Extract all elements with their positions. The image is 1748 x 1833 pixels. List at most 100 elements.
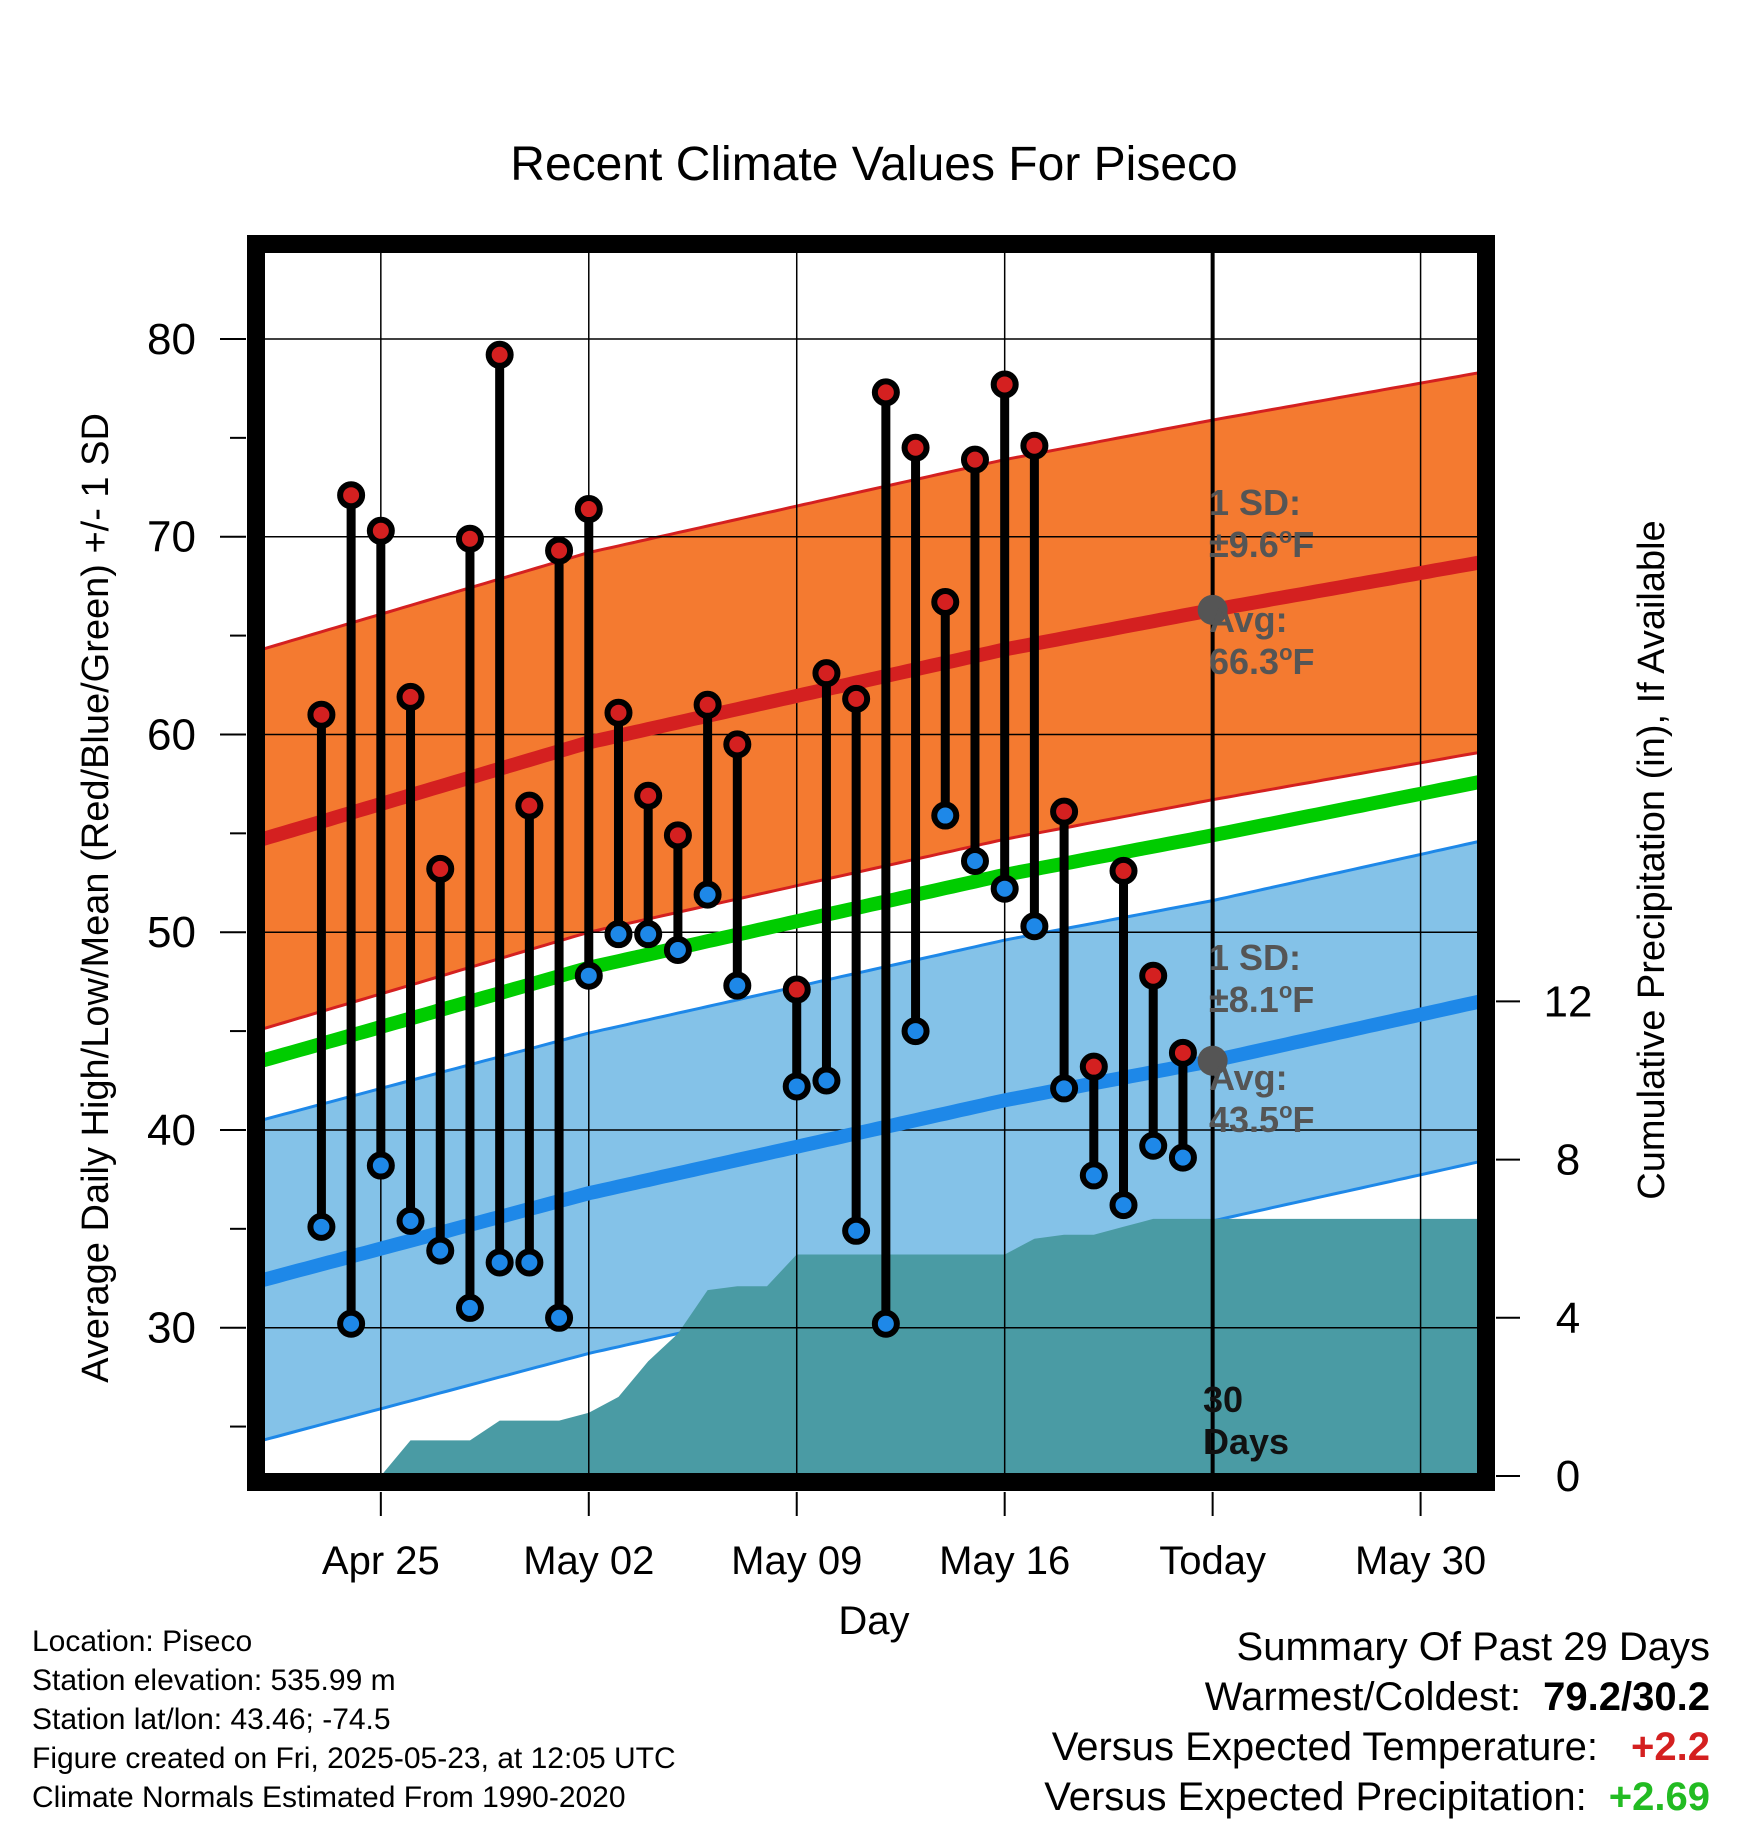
high-point [1079, 1052, 1108, 1081]
low-sd-label: 1 SD: ±8.1oF [1209, 937, 1314, 1020]
low-point [1139, 1131, 1168, 1160]
low-point [515, 1248, 544, 1277]
low-point [723, 971, 752, 1000]
low-point [812, 1066, 841, 1095]
days-label-line2: Days [1203, 1421, 1289, 1462]
high-avg-label-line2: 66.3 [1209, 641, 1279, 682]
y-tick-label: 60 [147, 710, 196, 759]
high-point [545, 536, 574, 565]
high-point [931, 587, 960, 616]
observations [307, 340, 1197, 1338]
high-sd-label-line1: 1 SD: [1209, 482, 1301, 523]
summary-warm-cold: Warmest/Coldest: 79.2/30.2 [1044, 1672, 1710, 1722]
low-point [574, 961, 603, 990]
low-point [960, 847, 989, 876]
low-point [782, 1072, 811, 1101]
low-point [693, 880, 722, 909]
y-tick-label: 30 [147, 1304, 196, 1353]
y-tick-label: 80 [147, 315, 196, 364]
y-tick-label: 50 [147, 908, 196, 957]
precip-area [262, 1218, 1480, 1476]
high-point [634, 781, 663, 810]
low-point [1079, 1161, 1108, 1190]
high-point [485, 340, 514, 369]
low-point [901, 1017, 930, 1046]
x-tick-label: Apr 25 [322, 1539, 440, 1583]
y2-tick-label: 12 [1544, 977, 1593, 1026]
precip-layer [262, 1218, 1480, 1476]
low-point [871, 1309, 900, 1338]
low-avg-label-line1: Avg: [1209, 1057, 1288, 1098]
today-high-avg-marker [1197, 594, 1228, 625]
high-point [693, 690, 722, 719]
low-normal-line [262, 994, 1480, 1287]
low-sd-label-unit: F [1292, 979, 1314, 1020]
low-point [426, 1236, 455, 1265]
high-point [960, 445, 989, 474]
y-tick-label: 40 [147, 1106, 196, 1155]
low-point [455, 1293, 484, 1322]
low-sd-label-degree: o [1279, 978, 1292, 1003]
low-point [307, 1212, 336, 1241]
high-point [782, 975, 811, 1004]
high-point [871, 378, 900, 407]
high-sd-label-unit: F [1292, 524, 1314, 565]
x-tick-label: Today [1159, 1539, 1266, 1583]
normals-text: Climate Normals Estimated From 1990-2020 [32, 1781, 626, 1814]
high-point [990, 370, 1019, 399]
high-sd-label-line2: ±9.6 [1209, 524, 1279, 565]
precip-label: Versus Expected Precipitation: [1044, 1775, 1587, 1819]
created-text: Figure created on Fri, 2025-05-23, at 12… [32, 1742, 676, 1775]
high-point [396, 682, 425, 711]
high-point [1050, 797, 1079, 826]
y2-tick-label: 0 [1556, 1452, 1580, 1501]
y2-tick-label: 8 [1556, 1136, 1580, 1185]
x-tick-label: May 02 [523, 1539, 654, 1583]
low-sd-label-line1: 1 SD: [1209, 937, 1301, 978]
high-point [812, 659, 841, 688]
x-tick-label: May 09 [731, 1539, 862, 1583]
x-axis-title: Day [838, 1599, 909, 1643]
high-point [901, 433, 930, 462]
latlon-text: Station lat/lon: 43.46; -74.5 [32, 1703, 391, 1736]
summary-heading: Summary Of Past 29 Days [1236, 1625, 1710, 1669]
days-label-line1: 30 [1203, 1379, 1243, 1420]
plot-frame [247, 235, 1495, 1491]
high-point [723, 730, 752, 759]
high-sd-label-degree: o [1279, 523, 1292, 548]
warm-cold-label: Warmest/Coldest: [1204, 1675, 1522, 1719]
low-point [1168, 1143, 1197, 1172]
high-point [842, 684, 871, 713]
low-point [1050, 1074, 1079, 1103]
low-sd-band [262, 839, 1480, 1442]
high-avg-label-degree: o [1279, 640, 1292, 665]
plot-border [247, 235, 1495, 1491]
elevation-text: Station elevation: 535.99 m [32, 1664, 396, 1697]
low-point [663, 936, 692, 965]
y-axis-title: Average Daily High/Low/Mean (Red/Blue/Gr… [75, 413, 117, 1383]
high-point [515, 791, 544, 820]
y2-tick-label: 4 [1556, 1294, 1580, 1343]
high-point [366, 516, 395, 545]
high-avg-label-line1: Avg: [1209, 599, 1288, 640]
low-point [545, 1303, 574, 1332]
warm-cold-value: 79.2/30.2 [1543, 1675, 1710, 1719]
y2-axis-title: Cumulative Precipitation (in), If Availa… [1631, 520, 1673, 1199]
y-tick-label: 70 [147, 513, 196, 562]
high-sd-label: 1 SD: ±9.6oF [1209, 482, 1314, 565]
high-avg-label-unit: F [1293, 641, 1315, 682]
low-avg-label-degree: o [1279, 1098, 1292, 1123]
summary-panel: Summary Of Past 29 Days Warmest/Coldest:… [1044, 1622, 1710, 1822]
low-point [842, 1216, 871, 1245]
low-sd-label-line2: ±8.1 [1209, 979, 1279, 1020]
x-tick-label: May 30 [1355, 1539, 1486, 1583]
high-avg-label: Avg: 66.3oF [1209, 599, 1315, 682]
low-point [1020, 912, 1049, 941]
today-low-avg-marker [1197, 1045, 1228, 1076]
days-label: 30 Days [1203, 1379, 1289, 1462]
high-normal-line [262, 555, 1480, 847]
high-point [337, 481, 366, 510]
low-point [1109, 1191, 1138, 1220]
